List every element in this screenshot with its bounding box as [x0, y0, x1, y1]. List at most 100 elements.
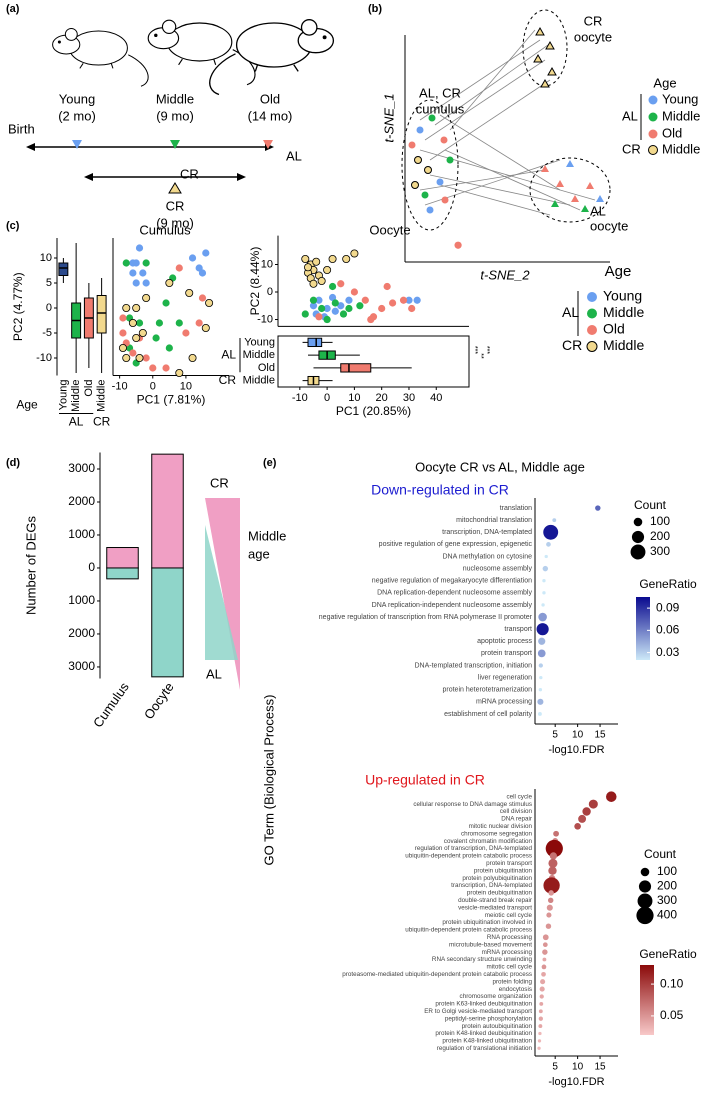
legend-group: CR: [622, 141, 641, 156]
group-label: AL: [221, 347, 236, 361]
y-axis-label: Number of DEGs: [23, 516, 38, 615]
size-key: [638, 880, 652, 893]
term-label: apoptotic process: [477, 638, 532, 645]
point: [337, 302, 345, 310]
point: [413, 296, 421, 304]
y-tick-label: 1000: [68, 527, 95, 541]
term-label: mitotic cell cycle: [487, 964, 533, 971]
panel-title: Oocyte CR vs AL, Middle age: [415, 459, 585, 474]
point: [132, 333, 141, 342]
point: [312, 257, 321, 266]
dot: [539, 675, 543, 680]
group-label: CR: [93, 415, 111, 429]
point: [309, 302, 318, 310]
term-label: mitochondrial translation: [456, 517, 532, 524]
point: [405, 296, 413, 304]
term-label: mRNA processing: [482, 949, 533, 956]
young-marker: [72, 140, 82, 149]
cluster-label: AL, CR: [419, 85, 461, 100]
x-tick-label: 30: [403, 392, 415, 404]
label: Middle: [156, 91, 194, 106]
annotation: age: [248, 546, 270, 561]
panel-label: (c): [6, 220, 20, 232]
dot: [537, 649, 546, 658]
point: [122, 303, 131, 312]
term-label: positive regulation of gene expression, …: [379, 541, 533, 548]
box: [58, 262, 69, 276]
cr-marker: [168, 182, 182, 194]
term-label: protein K48-linked ubiquitination: [442, 1038, 532, 1045]
dot: [541, 971, 546, 977]
x-tick-label: 10: [348, 392, 360, 404]
y-tick-label: 2000: [68, 494, 95, 508]
cluster-label: oocyte: [590, 218, 628, 233]
category-label: Middle: [243, 349, 275, 361]
chart-title: Down-regulated in CR: [371, 482, 509, 498]
colorbar: [640, 965, 654, 1035]
dot: [546, 904, 553, 911]
dot: [542, 949, 548, 955]
legend-label: AL: [206, 666, 222, 681]
term-label: cell division: [500, 808, 533, 815]
legend-title: Count: [634, 498, 667, 512]
legend-title: Age: [605, 263, 632, 280]
tsne-points: [408, 26, 604, 214]
term-label: protein ubiquitination: [474, 867, 533, 874]
term-label: protein folding: [492, 978, 532, 985]
legend-key: [587, 325, 597, 335]
point: [119, 329, 127, 337]
dot: [546, 912, 552, 918]
point: [132, 279, 140, 287]
dot: [548, 858, 558, 868]
dot: [538, 688, 543, 692]
term-label: cell cycle: [506, 793, 532, 800]
category-label: Middle: [243, 375, 275, 387]
x-tick-label: 10: [572, 1062, 584, 1073]
category-label: Old: [258, 362, 275, 374]
group-title: Age: [16, 398, 38, 412]
box: [340, 363, 372, 373]
y-tick-label: 0: [88, 560, 95, 574]
dot: [538, 1009, 543, 1014]
legend-label: Middle: [603, 304, 644, 320]
chart-title: Up-regulated in CR: [365, 772, 485, 788]
bar: [151, 567, 184, 678]
term-label: transport: [504, 626, 532, 633]
point: [129, 349, 137, 357]
legend-item: Old: [662, 125, 682, 140]
y-tick-label: 0: [267, 286, 273, 298]
label: AL: [286, 148, 302, 163]
point: [315, 313, 323, 321]
term-label: protein polyubiquitination: [462, 875, 532, 882]
legend-group: CR: [562, 337, 582, 353]
term-label: protein transport: [486, 860, 532, 867]
dot: [578, 814, 587, 823]
x-tick-label: 5: [552, 730, 558, 741]
x-tick-label: 0: [324, 392, 330, 404]
point: [350, 249, 359, 258]
chart-title: Cumulus: [139, 222, 191, 237]
y-tick-label: 2000: [68, 626, 95, 640]
size-label: 100: [650, 514, 670, 528]
category-label: Old: [83, 380, 95, 397]
term-label: cellular response to DNA damage stimulus: [413, 801, 532, 808]
dot: [540, 979, 546, 985]
dot: [536, 623, 549, 636]
term-label: regulation of translational initiation: [437, 1045, 533, 1052]
point: [142, 293, 151, 302]
term-label: proteasome-mediated ubiquitin-dependent …: [342, 971, 532, 978]
dot: [537, 1046, 541, 1050]
dot: [539, 1001, 544, 1006]
legend-group: AL: [562, 304, 579, 320]
dot: [538, 612, 547, 622]
dot: [548, 866, 557, 875]
term-label: meiotic cell cycle: [485, 912, 533, 919]
size-label: 200: [650, 529, 670, 543]
dot: [538, 637, 546, 645]
point: [135, 319, 144, 327]
mouse-old: [209, 19, 335, 96]
x-tick-label: 15: [594, 730, 606, 741]
dot: [574, 822, 581, 830]
legend-item: Middle: [662, 108, 700, 123]
point: [205, 298, 214, 307]
